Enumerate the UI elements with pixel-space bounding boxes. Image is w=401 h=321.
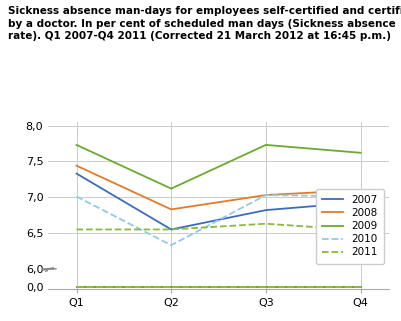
Line: 2009: 2009 bbox=[77, 145, 360, 189]
2011 bbox=[263, 222, 268, 226]
2008 bbox=[74, 164, 79, 168]
2010 bbox=[263, 193, 268, 197]
2007 bbox=[169, 228, 174, 231]
2011 bbox=[169, 228, 174, 231]
2009 bbox=[169, 187, 174, 191]
2007 bbox=[74, 172, 79, 176]
2011 bbox=[358, 228, 363, 232]
Line: 2007: 2007 bbox=[77, 174, 360, 230]
2007 bbox=[263, 208, 268, 212]
Legend: 2007, 2008, 2009, 2010, 2011: 2007, 2008, 2009, 2010, 2011 bbox=[316, 189, 384, 264]
Line: 2010: 2010 bbox=[77, 195, 360, 245]
2010 bbox=[358, 195, 363, 198]
2010 bbox=[169, 243, 174, 247]
Line: 2008: 2008 bbox=[77, 166, 360, 209]
2009 bbox=[74, 143, 79, 147]
2010 bbox=[74, 195, 79, 198]
2007 bbox=[358, 200, 363, 204]
Line: 2011: 2011 bbox=[77, 224, 360, 230]
2008 bbox=[169, 207, 174, 211]
2009 bbox=[263, 143, 268, 147]
2011 bbox=[74, 228, 79, 231]
2008 bbox=[263, 193, 268, 197]
Text: Sickness absence man-days for employees self-certified and certified
by a doctor: Sickness absence man-days for employees … bbox=[8, 6, 401, 41]
2008 bbox=[358, 188, 363, 192]
2009 bbox=[358, 151, 363, 155]
